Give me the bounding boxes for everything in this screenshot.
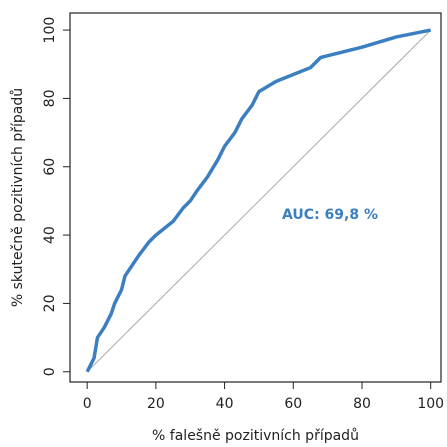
y-tick-label: 40 (42, 226, 58, 244)
y-tick-label: 0 (42, 367, 58, 376)
y-axis-label: % skutečně pozitivních případů (10, 88, 26, 307)
auc-annotation: AUC: 69,8 % (282, 207, 378, 223)
reference-line (86, 29, 432, 373)
x-tick-label: 0 (83, 396, 92, 412)
x-axis-label: % falešně pozitivních případů (152, 428, 359, 444)
x-tick-label: 100 (417, 396, 444, 412)
y-tick-label: 80 (42, 90, 58, 108)
plot-frame (69, 12, 442, 383)
roc-curve (85, 28, 432, 373)
x-tick-label: 20 (147, 396, 165, 412)
y-tick-label: 20 (42, 295, 58, 313)
x-tick-label: 80 (353, 396, 371, 412)
y-tick-label: 100 (42, 17, 58, 44)
x-tick-label: 40 (216, 396, 234, 412)
y-tick-label: 60 (42, 158, 58, 176)
x-tick-label: 60 (284, 396, 302, 412)
